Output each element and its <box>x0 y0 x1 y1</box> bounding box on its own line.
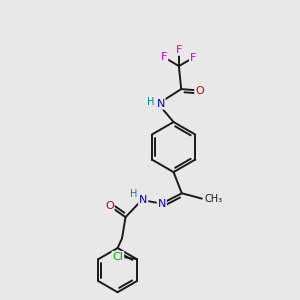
Text: F: F <box>176 45 182 55</box>
Text: Cl: Cl <box>112 252 123 262</box>
Text: F: F <box>190 53 196 63</box>
Text: H: H <box>147 97 154 107</box>
Text: N: N <box>156 99 165 109</box>
Text: O: O <box>105 201 114 211</box>
Text: N: N <box>139 195 147 205</box>
Text: N: N <box>158 199 166 208</box>
Text: O: O <box>195 85 204 95</box>
Text: F: F <box>161 52 167 62</box>
Text: H: H <box>130 189 137 199</box>
Text: CH₃: CH₃ <box>204 194 222 204</box>
